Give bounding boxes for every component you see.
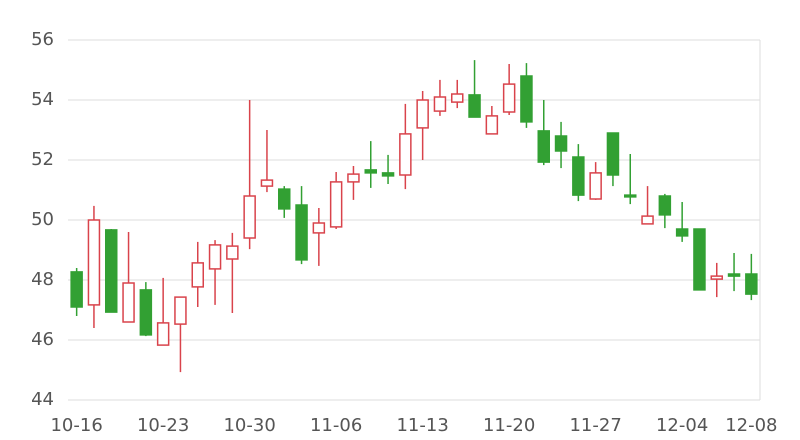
candle-body — [710, 275, 723, 280]
candle-body — [243, 195, 256, 239]
y-tick-label: 54 — [31, 89, 54, 110]
candle-body — [416, 99, 429, 129]
candle-body — [641, 215, 654, 225]
candle-body — [624, 194, 637, 198]
candle-body — [295, 204, 308, 261]
y-tick-label: 52 — [31, 149, 54, 170]
candle-body — [381, 172, 395, 177]
candle-body — [329, 181, 343, 228]
y-tick-label: 46 — [31, 329, 54, 350]
y-tick-label: 48 — [31, 269, 54, 290]
x-tick-label: 11-13 — [396, 415, 448, 436]
candle-body — [399, 133, 412, 176]
candle-body — [174, 296, 187, 325]
candle-body — [208, 244, 222, 270]
candle-body — [537, 130, 550, 163]
x-tick-label: 10-16 — [50, 415, 102, 436]
candle-body — [312, 222, 326, 234]
candle-body — [485, 115, 499, 135]
x-tick-label: 11-20 — [483, 415, 535, 436]
x-tick-label: 12-04 — [656, 415, 708, 436]
candle-body — [105, 229, 118, 313]
candle-body — [658, 195, 672, 216]
candle-body — [347, 173, 360, 183]
candle-body — [226, 245, 239, 260]
candle-body — [122, 282, 135, 323]
y-tick-label: 50 — [31, 209, 54, 230]
x-tick-label: 11-27 — [569, 415, 621, 436]
candle-body — [87, 219, 101, 306]
candle-body — [156, 322, 170, 346]
candle-body — [572, 156, 585, 196]
y-tick-label: 44 — [31, 389, 54, 410]
x-tick-label: 10-23 — [137, 415, 189, 436]
candle-body — [693, 228, 706, 291]
x-tick-label: 11-06 — [310, 415, 362, 436]
candle-body — [554, 135, 568, 152]
candle-body — [606, 132, 620, 176]
candle-body — [191, 262, 204, 288]
candle-body — [364, 169, 377, 174]
candle-body — [278, 188, 291, 210]
candle-body — [675, 228, 689, 237]
candle-body — [520, 75, 533, 123]
candle-body — [260, 179, 274, 187]
candle-body — [433, 96, 447, 112]
candle-body — [745, 273, 758, 295]
candle-body — [468, 94, 481, 118]
candle-body — [502, 83, 516, 113]
x-tick-label: 10-30 — [223, 415, 275, 436]
candle-body — [589, 172, 602, 200]
x-tick-label: 12-08 — [725, 415, 777, 436]
y-tick-label: 56 — [31, 29, 54, 50]
candle-body — [70, 271, 83, 308]
candle-body — [139, 289, 153, 336]
candle-body — [451, 93, 464, 103]
candle-body — [727, 273, 741, 277]
